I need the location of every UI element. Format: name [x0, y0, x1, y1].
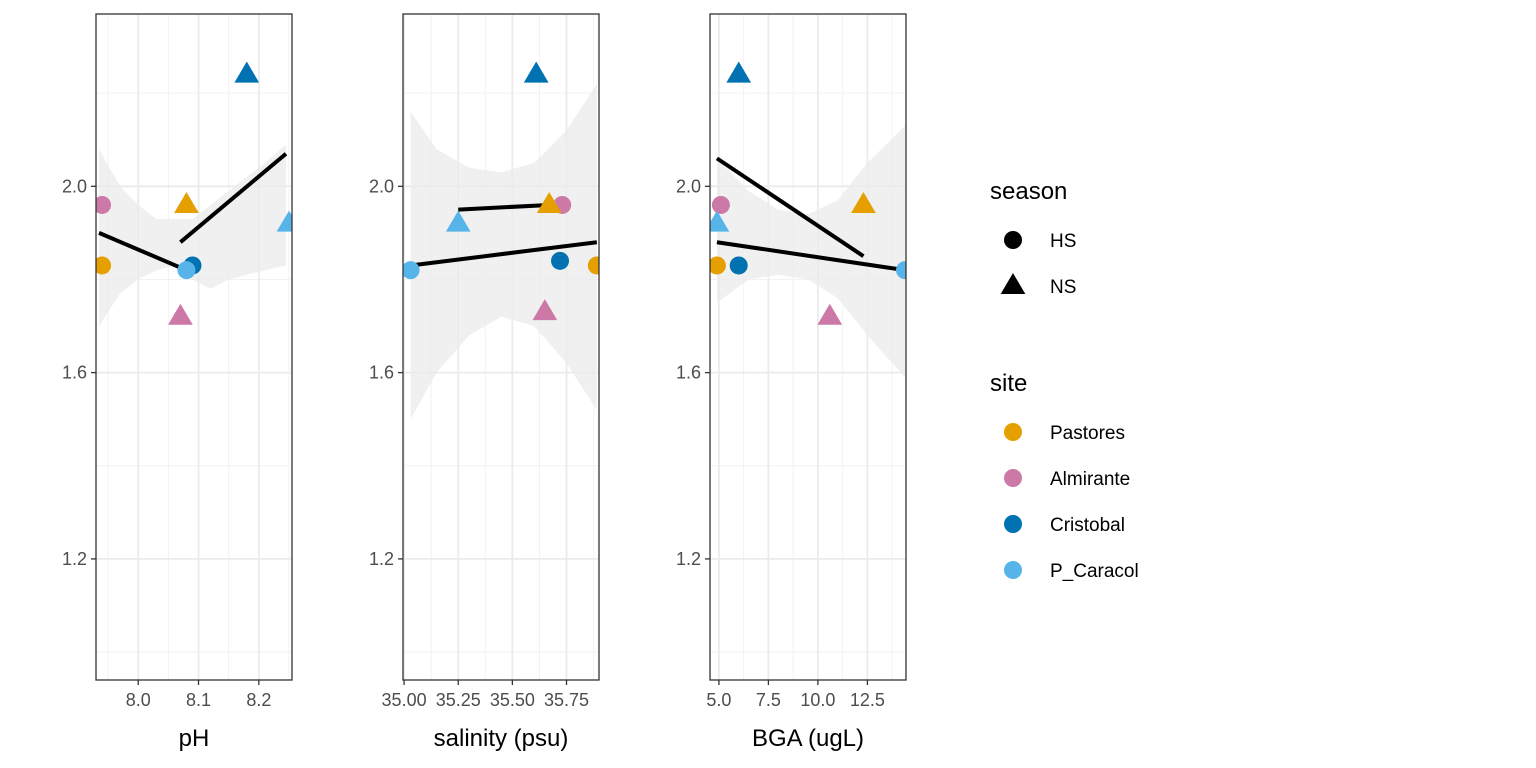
legend-key-hs — [1004, 231, 1022, 249]
point-p_caracol-hs — [403, 261, 420, 280]
y-tick-label: 2.0 — [676, 176, 701, 196]
point-almirante-hs — [96, 195, 112, 214]
x-tick-label: 35.25 — [436, 690, 481, 710]
point-almirante-ns — [817, 303, 843, 325]
x-tick-label: 35.50 — [490, 690, 535, 710]
x-tick-label: 35.75 — [544, 690, 589, 710]
point-p_caracol-hs — [896, 261, 906, 280]
y-tick-label: 1.2 — [369, 549, 394, 569]
x-tick-label: 5.0 — [706, 690, 731, 710]
x-tick-label: 12.5 — [850, 690, 885, 710]
x-tick-label: 10.0 — [800, 690, 835, 710]
legend: season HS NS site Pastores Almirante Cristobal… — [990, 178, 1139, 582]
fit-line-hs — [98, 231, 188, 272]
legend-key-cristobal — [1004, 515, 1022, 533]
y-tick-label: 1.6 — [369, 363, 394, 383]
legend-key-almirante — [1004, 469, 1022, 487]
legend-label-cristobal: Cristobal — [1050, 515, 1125, 536]
point-pastores-ns — [536, 191, 562, 214]
fit-line-ns — [458, 202, 550, 212]
point-p_caracol-ns — [710, 210, 730, 232]
panel-background — [710, 14, 906, 680]
data-layer — [403, 61, 599, 420]
plot-panels: 1.2 1.6 2.0 8.0 8.1 8.2 pH 1.2 1.6 2.0 35.00 35.25 3… — [62, 13, 907, 752]
x-axis-title: salinity (psu) — [434, 725, 569, 752]
legend-label-ns: NS — [1050, 277, 1076, 298]
panel-border — [402, 13, 600, 681]
point-almirante-hs — [711, 195, 730, 214]
fit-line-ns — [179, 152, 288, 244]
x-tick-label: 7.5 — [756, 690, 781, 710]
legend-title-site: site — [990, 370, 1027, 397]
point-almirante-ns — [532, 299, 558, 321]
legend-label-hs: HS — [1050, 231, 1076, 252]
point-almirante-ns — [168, 303, 193, 325]
x-axis-title: pH — [179, 725, 210, 752]
y-tick-label: 2.0 — [369, 176, 394, 196]
confidence-ribbon — [716, 125, 905, 378]
y-tick-label: 1.6 — [676, 363, 701, 383]
point-pastores-hs — [710, 256, 726, 275]
confidence-ribbon — [410, 83, 597, 420]
data-layer — [710, 61, 906, 378]
x-tick-label: 8.0 — [126, 690, 151, 710]
legend-label-almirante: Almirante — [1050, 469, 1130, 490]
panel-3: 1.2 1.6 2.0 5.0 7.5 10.0 12.5 BGA (ugL) — [676, 13, 907, 752]
y-tick-label: 2.0 — [62, 176, 87, 196]
panel-border — [709, 13, 907, 681]
point-p_caracol-ns — [276, 210, 292, 232]
point-pastores-ns — [851, 191, 876, 214]
point-cristobal-ns — [726, 61, 752, 83]
x-tick-label: 8.2 — [246, 690, 271, 710]
legend-label-pastores: Pastores — [1050, 423, 1125, 444]
panel-border — [95, 13, 293, 681]
point-pastores-ns — [174, 191, 199, 214]
point-pastores-hs — [587, 256, 599, 275]
point-cristobal-ns — [234, 61, 260, 83]
panel-1: 1.2 1.6 2.0 8.0 8.1 8.2 pH — [62, 13, 293, 752]
legend-key-p_caracol — [1004, 561, 1022, 579]
point-p_caracol-hs — [177, 261, 196, 280]
legend-key-pastores — [1004, 423, 1022, 441]
point-pastores-hs — [96, 256, 112, 275]
confidence-ribbon — [99, 144, 286, 326]
legend-label-p_caracol: P_Caracol — [1050, 561, 1139, 582]
y-tick-label: 1.6 — [62, 363, 87, 383]
fit-line-ns — [715, 156, 865, 258]
point-p_caracol-ns — [445, 210, 471, 232]
y-tick-label: 1.2 — [676, 549, 701, 569]
point-cristobal-hs — [729, 256, 748, 275]
data-layer — [96, 61, 292, 326]
panel-2: 1.2 1.6 2.0 35.00 35.25 35.50 35.75 salinity (p… — [369, 13, 600, 752]
legend-title-season: season — [990, 178, 1067, 205]
x-tick-label: 35.00 — [382, 690, 427, 710]
x-tick-label: 8.1 — [186, 690, 211, 710]
point-cristobal-hs — [551, 251, 570, 270]
legend-key-ns — [1000, 273, 1026, 295]
y-tick-label: 1.2 — [62, 549, 87, 569]
point-cristobal-ns — [523, 61, 549, 83]
fit-line-hs — [410, 240, 598, 268]
fit-line-hs — [716, 240, 906, 273]
x-axis-title: BGA (ugL) — [752, 725, 864, 752]
panel-background — [96, 14, 292, 680]
